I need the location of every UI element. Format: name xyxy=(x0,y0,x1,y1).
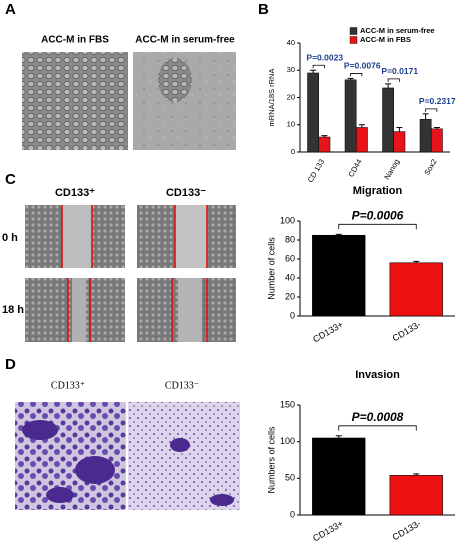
panel-label: C xyxy=(5,171,16,188)
x-tick-label: CD44 xyxy=(346,157,363,178)
x-tick-label: CD133- xyxy=(391,319,423,343)
y-tick-label: 60 xyxy=(285,253,295,263)
y-tick-label: 50 xyxy=(285,473,295,483)
bar xyxy=(318,136,331,153)
legend-swatch xyxy=(349,36,358,44)
bar xyxy=(382,87,394,153)
micrograph xyxy=(128,402,240,510)
p-value: P=0.2317 xyxy=(419,96,456,106)
image-caption: CD133⁻ xyxy=(165,380,199,391)
y-tick-label: 0 xyxy=(290,310,295,320)
bar xyxy=(419,119,432,153)
p-value: P=0.0008 xyxy=(352,410,404,424)
legend-swatch xyxy=(349,27,358,35)
p-value: P=0.0076 xyxy=(344,61,381,71)
y-tick-label: 40 xyxy=(287,38,295,47)
scratch-gap xyxy=(175,205,207,268)
bar xyxy=(312,234,366,317)
scratch-gap xyxy=(62,205,92,268)
p-value: P=0.0171 xyxy=(381,66,418,76)
bar xyxy=(393,131,406,153)
panel-label: D xyxy=(5,356,16,373)
x-tick-label: CD 133 xyxy=(306,157,327,184)
stain-blobs xyxy=(22,420,234,506)
significance-bracket xyxy=(350,73,363,77)
y-tick-label: 40 xyxy=(285,272,295,282)
panel-label: A xyxy=(5,1,16,18)
y-tick-label: 100 xyxy=(280,215,295,225)
bar xyxy=(307,72,319,153)
bar xyxy=(389,262,443,317)
significance-bracket xyxy=(312,64,325,69)
panel-label: B xyxy=(258,1,269,18)
y-tick-label: 150 xyxy=(280,399,295,409)
y-tick-label: 10 xyxy=(287,120,295,129)
chart-title: Migration xyxy=(353,185,403,197)
image-caption: CD133⁻ xyxy=(166,187,206,199)
scratch-images xyxy=(25,205,236,342)
image-caption: ACC-M in serum-free xyxy=(135,35,235,46)
p-value: P=0.0023 xyxy=(306,53,343,63)
y-tick-label: 20 xyxy=(287,92,295,101)
y-tick-label: 0 xyxy=(291,147,295,156)
y-tick-label: 30 xyxy=(287,65,295,74)
y-tick-label: 20 xyxy=(285,291,295,301)
micrograph xyxy=(22,52,128,150)
chart-title: Invasion xyxy=(355,369,400,381)
bar xyxy=(389,475,443,516)
row-label: 18 h xyxy=(2,304,24,316)
y-tick-label: 80 xyxy=(285,234,295,244)
y-axis-label: Numbers of cells xyxy=(266,426,276,494)
scratch-gap xyxy=(178,278,202,342)
significance-bracket xyxy=(387,78,400,82)
legend-label: ACC-M in FBS xyxy=(360,35,411,44)
x-tick-label: CD133+ xyxy=(311,518,345,543)
significance-bracket xyxy=(338,425,417,431)
image-caption: CD133⁺ xyxy=(51,380,85,391)
x-tick-label: Nanog xyxy=(382,157,401,181)
y-axis-label: Number of cells xyxy=(266,237,276,300)
image-caption: CD133⁺ xyxy=(55,187,95,199)
image-caption: ACC-M in FBS xyxy=(41,35,109,46)
y-tick-label: 0 xyxy=(290,509,295,519)
x-tick-label: CD133- xyxy=(391,518,423,542)
significance-bracket xyxy=(338,223,417,230)
bar xyxy=(356,127,368,153)
bar xyxy=(312,437,366,516)
y-tick-label: 100 xyxy=(280,436,295,446)
scratch-gap xyxy=(72,278,86,342)
p-value: P=0.0006 xyxy=(352,208,404,222)
y-axis-label: mRNA/18S rRNA xyxy=(267,69,276,127)
x-tick-label: CD133+ xyxy=(311,319,345,344)
bar xyxy=(344,79,357,153)
spheroid xyxy=(158,58,192,102)
significance-bracket xyxy=(425,108,438,112)
bar xyxy=(431,128,443,153)
legend-label: ACC-M in serum-free xyxy=(360,26,435,35)
x-tick-label: Sox2 xyxy=(422,157,438,176)
row-label: 0 h xyxy=(2,232,18,244)
